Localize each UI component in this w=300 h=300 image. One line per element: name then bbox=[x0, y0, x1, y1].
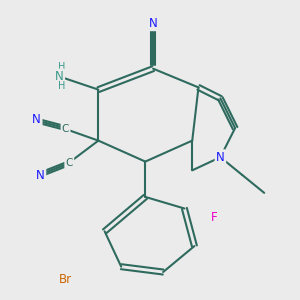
Text: N: N bbox=[55, 70, 64, 83]
Text: C: C bbox=[62, 124, 69, 134]
Text: N: N bbox=[36, 169, 45, 182]
Text: H: H bbox=[58, 81, 65, 91]
Text: N: N bbox=[216, 151, 225, 164]
Text: Br: Br bbox=[59, 273, 72, 286]
Text: F: F bbox=[211, 212, 217, 224]
Text: C: C bbox=[66, 158, 73, 167]
Text: N: N bbox=[149, 17, 158, 30]
Text: H: H bbox=[58, 62, 65, 72]
Text: N: N bbox=[32, 113, 41, 126]
